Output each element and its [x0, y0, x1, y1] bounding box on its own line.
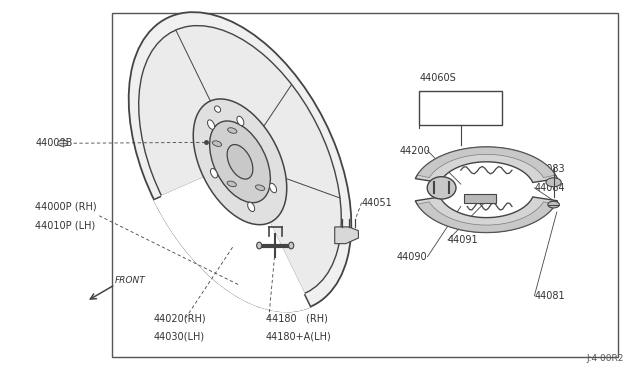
- Ellipse shape: [214, 106, 221, 112]
- Ellipse shape: [129, 12, 351, 311]
- Ellipse shape: [228, 128, 237, 133]
- Text: 44180+A(LH): 44180+A(LH): [266, 332, 332, 341]
- Text: J:4 00R2: J:4 00R2: [587, 354, 624, 363]
- Bar: [112, 13, 618, 357]
- Text: 44083: 44083: [534, 164, 565, 174]
- Polygon shape: [335, 227, 358, 244]
- Polygon shape: [415, 197, 557, 232]
- Ellipse shape: [428, 177, 456, 199]
- Text: 44020(RH): 44020(RH): [154, 313, 206, 323]
- Ellipse shape: [257, 242, 262, 249]
- Text: 44051: 44051: [362, 198, 392, 208]
- Text: 44008B: 44008B: [35, 138, 72, 148]
- Text: 44000P (RH): 44000P (RH): [35, 202, 97, 211]
- Ellipse shape: [212, 141, 221, 147]
- Polygon shape: [417, 202, 556, 232]
- Text: 44090: 44090: [397, 252, 428, 262]
- Ellipse shape: [289, 242, 294, 249]
- Ellipse shape: [255, 185, 265, 190]
- Bar: [464, 194, 496, 202]
- Ellipse shape: [269, 183, 276, 193]
- Circle shape: [58, 140, 68, 146]
- Text: 44010P (LH): 44010P (LH): [35, 220, 95, 230]
- Text: 44180   (RH): 44180 (RH): [266, 313, 328, 323]
- Polygon shape: [417, 147, 556, 178]
- Ellipse shape: [227, 181, 236, 187]
- Text: 44091: 44091: [448, 235, 479, 245]
- Bar: [419, 91, 502, 125]
- Ellipse shape: [139, 26, 341, 298]
- Text: 44030(LH): 44030(LH): [154, 332, 205, 341]
- Ellipse shape: [193, 99, 287, 225]
- Polygon shape: [415, 147, 557, 183]
- Circle shape: [548, 201, 559, 208]
- Ellipse shape: [211, 169, 218, 178]
- Ellipse shape: [210, 121, 270, 203]
- Text: 44200: 44200: [400, 146, 431, 155]
- Ellipse shape: [227, 145, 253, 179]
- Ellipse shape: [248, 202, 255, 212]
- Text: FRONT: FRONT: [115, 276, 146, 285]
- Circle shape: [546, 178, 561, 187]
- Ellipse shape: [237, 116, 244, 126]
- Text: 44084: 44084: [534, 183, 565, 193]
- Text: 44060S: 44060S: [419, 73, 456, 83]
- Text: 44081: 44081: [534, 291, 565, 301]
- Polygon shape: [154, 162, 310, 311]
- Ellipse shape: [207, 120, 214, 129]
- Polygon shape: [162, 162, 304, 298]
